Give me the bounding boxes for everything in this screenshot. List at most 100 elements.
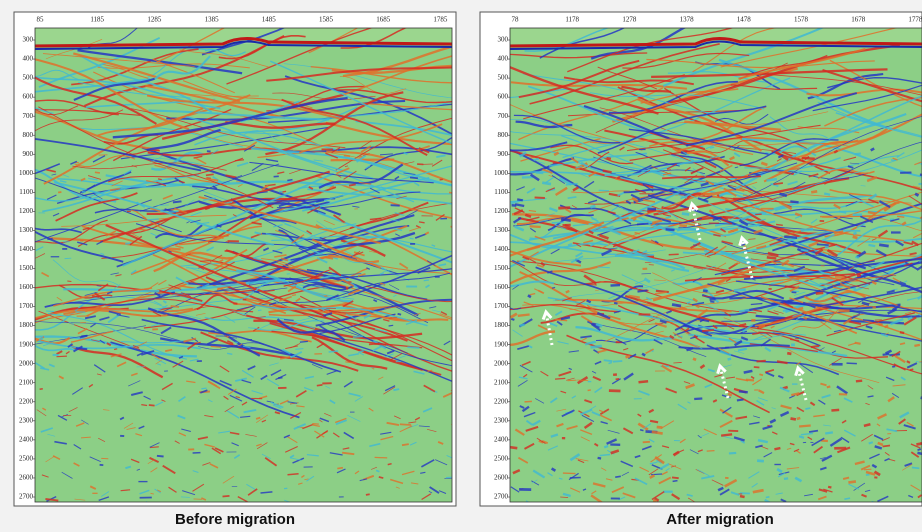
x-label: 1478 <box>737 16 752 24</box>
y-label: 2600 <box>19 474 34 482</box>
noise-event <box>256 418 260 419</box>
noise-event <box>734 290 746 291</box>
noise-event <box>821 441 828 442</box>
noise-event <box>114 349 117 350</box>
noise-event <box>784 478 788 479</box>
noise-event <box>360 351 364 352</box>
y-label: 2500 <box>19 455 34 463</box>
noise-event <box>349 184 356 185</box>
noise-event <box>223 496 230 497</box>
noise-event <box>666 217 671 218</box>
y-label: 600 <box>23 93 34 101</box>
noise-event <box>827 386 831 387</box>
y-label: 2300 <box>494 416 509 424</box>
noise-event <box>694 399 702 400</box>
noise-event <box>137 229 146 230</box>
noise-event <box>844 498 850 499</box>
noise-event <box>817 244 829 245</box>
noise-event <box>776 224 783 225</box>
noise-event <box>300 341 308 342</box>
noise-event <box>797 418 801 419</box>
y-label: 1600 <box>494 283 509 291</box>
noise-event <box>604 360 613 361</box>
noise-event <box>853 233 856 234</box>
noise-event <box>534 159 539 160</box>
x-label: 1278 <box>622 16 637 24</box>
noise-event <box>729 453 736 454</box>
noise-event <box>600 455 611 456</box>
noise-event <box>530 226 541 227</box>
noise-event <box>650 421 658 423</box>
x-label: 78 <box>512 16 520 24</box>
noise-event <box>552 287 555 288</box>
noise-event <box>759 374 763 375</box>
noise-event <box>790 201 798 202</box>
y-label: 1000 <box>494 169 509 177</box>
noise-event <box>353 336 363 337</box>
noise-event <box>883 354 890 355</box>
noise-event <box>76 348 87 349</box>
noise-event <box>843 478 849 479</box>
noise-event <box>366 494 370 495</box>
noise-event <box>607 158 611 159</box>
noise-event <box>855 257 859 258</box>
noise-event <box>604 446 608 447</box>
noise-event <box>389 325 394 326</box>
noise-event <box>173 201 182 202</box>
y-label: 1200 <box>494 207 509 215</box>
noise-event <box>824 194 830 195</box>
noise-event <box>673 481 678 482</box>
y-label: 1800 <box>494 321 509 329</box>
noise-event <box>857 275 861 276</box>
noise-event <box>258 310 262 311</box>
noise-event <box>588 390 591 391</box>
noise-event <box>879 245 889 246</box>
noise-event <box>739 391 748 392</box>
noise-event <box>816 293 824 294</box>
noise-event <box>598 458 602 459</box>
noise-event <box>635 233 640 234</box>
noise-event <box>805 408 810 409</box>
noise-event <box>329 273 332 274</box>
y-label: 700 <box>498 112 509 120</box>
noise-event <box>883 446 890 447</box>
y-label: 300 <box>23 36 34 44</box>
noise-event <box>780 194 787 196</box>
noise-event <box>563 473 576 474</box>
noise-event <box>908 318 912 320</box>
noise-event <box>518 315 530 316</box>
noise-event <box>853 237 858 238</box>
noise-event <box>838 310 849 311</box>
y-label: 1300 <box>19 226 34 234</box>
noise-event <box>404 153 408 154</box>
noise-event <box>568 244 572 246</box>
noise-event <box>211 346 222 347</box>
noise-event <box>910 369 914 370</box>
noise-event <box>511 319 514 320</box>
noise-event <box>295 349 303 350</box>
noise-event <box>407 347 419 348</box>
noise-event <box>247 340 252 341</box>
x-label: 1285 <box>147 16 162 24</box>
noise-event <box>227 353 232 354</box>
noise-event <box>799 308 804 309</box>
y-label: 400 <box>23 55 34 63</box>
noise-event <box>599 190 609 191</box>
noise-event <box>915 194 918 196</box>
noise-event <box>710 302 714 303</box>
noise-event <box>591 206 596 208</box>
noise-event <box>400 424 411 425</box>
noise-event <box>171 306 180 307</box>
y-label: 1700 <box>494 302 509 310</box>
caption: Before migration <box>175 511 295 528</box>
noise-event <box>58 192 61 193</box>
noise-event <box>651 474 662 475</box>
noise-event <box>825 432 833 433</box>
y-label: 1000 <box>19 169 34 177</box>
noise-event <box>279 192 283 193</box>
noise-event <box>653 501 657 502</box>
noise-event <box>337 468 343 469</box>
noise-event <box>46 311 54 312</box>
noise-event <box>864 469 872 470</box>
noise-event <box>682 214 689 215</box>
